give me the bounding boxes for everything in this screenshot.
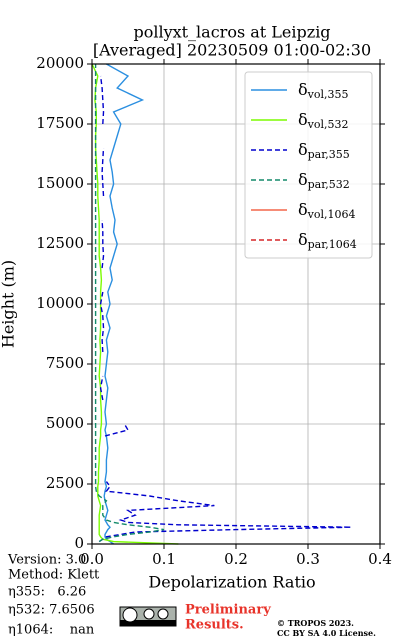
- eta-note: η1064: nan: [8, 623, 95, 638]
- y-tick-label: 15000: [36, 174, 84, 192]
- profile-line: [94, 64, 165, 543]
- version-note: Version: 3.0: [7, 553, 86, 568]
- legend-box: [244, 71, 373, 259]
- preliminary-note: Results.: [185, 618, 244, 633]
- y-tick-label: 0: [74, 534, 84, 552]
- profile-line: [98, 75, 352, 543]
- legend-label: δvol,1064: [298, 200, 356, 222]
- preliminary-note: Preliminary: [185, 603, 271, 618]
- x-tick-label: 0.3: [296, 550, 320, 568]
- eta-note: η355: 6.26: [8, 585, 86, 600]
- cc-logo: [119, 606, 177, 627]
- legend-label: δvol,532: [298, 110, 349, 132]
- y-tick-label: 17500: [36, 114, 84, 132]
- x-tick-label: 0.2: [224, 550, 248, 568]
- plot-frame: [91, 63, 381, 545]
- copyright-note: CC BY SA 4.0 License.: [277, 628, 376, 638]
- chart-title: [Averaged] 20230509 01:00-02:30: [93, 41, 371, 60]
- x-tick-label: 0.1: [152, 550, 176, 568]
- eta-note: η532: 7.6506: [8, 603, 95, 618]
- y-tick-label: 10000: [36, 294, 84, 312]
- y-tick-label: 20000: [36, 54, 84, 72]
- y-tick-label: 7500: [46, 354, 84, 372]
- legend-label: δpar,355: [298, 140, 350, 162]
- method-note: Method: Klett: [8, 568, 100, 583]
- legend-label: δpar,532: [298, 170, 350, 192]
- y-tick-label: 12500: [36, 234, 84, 252]
- x-tick-label: 0.4: [368, 550, 392, 568]
- y-tick-label: 5000: [46, 414, 84, 432]
- copyright-note: © TROPOS 2023.: [277, 618, 354, 628]
- x-axis-label: Depolarization Ratio: [148, 573, 315, 592]
- legend: δvol,355 δvol,532 δpar,355 δpar,532 δvol,106…: [244, 71, 373, 259]
- legend-label: δvol,355: [298, 80, 349, 102]
- legend-label: δpar,1064: [298, 230, 357, 252]
- y-tick-label: 2500: [46, 474, 84, 492]
- profile-line: [103, 63, 145, 545]
- chart-title: pollyxt_lacros at Leipzig: [133, 23, 330, 42]
- x-tick-label: 0.0: [80, 550, 104, 568]
- y-axis-label: Height (m): [0, 260, 18, 348]
